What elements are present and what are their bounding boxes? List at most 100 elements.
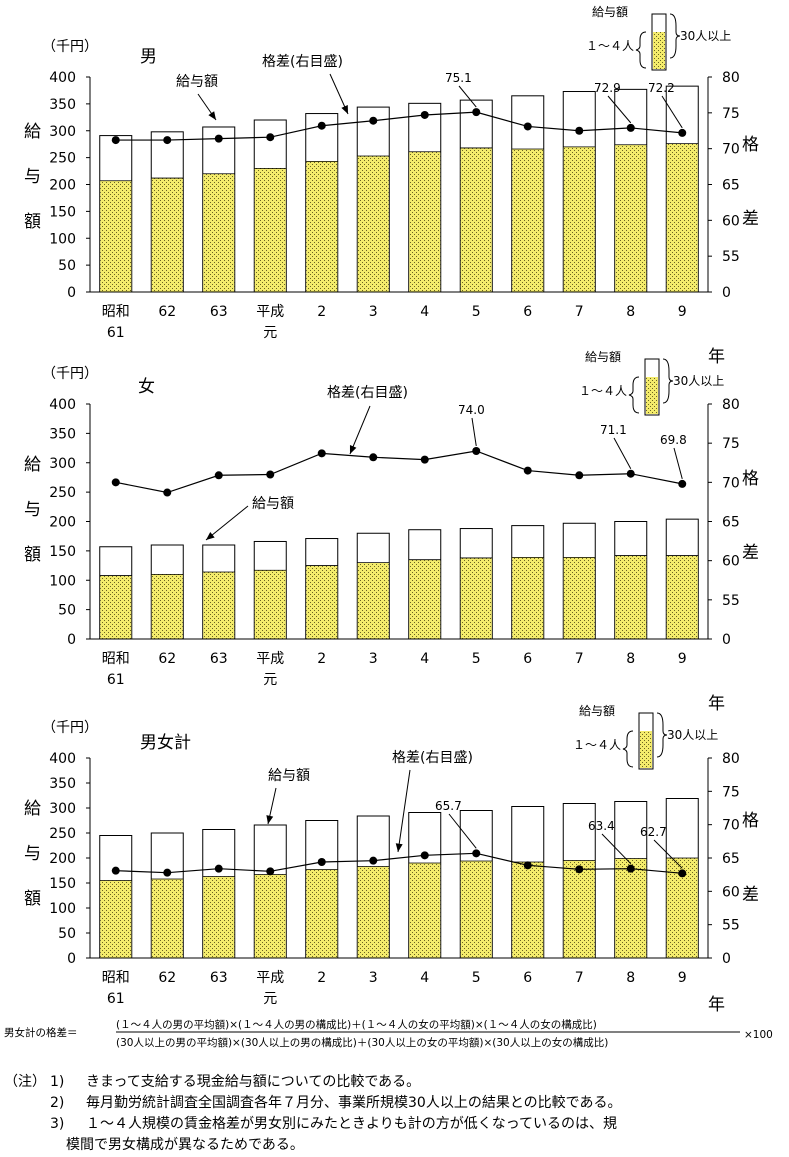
right-axis-label: 格	[742, 135, 759, 155]
category-label: 5	[472, 304, 481, 320]
category-label: 63	[210, 651, 228, 667]
category-label: 5	[472, 651, 481, 667]
chart-title: 男	[140, 47, 157, 67]
category-label: 4	[420, 970, 429, 986]
right-tick-label: 60	[722, 884, 740, 900]
gap-point	[523, 466, 532, 475]
bar-1to4	[615, 555, 647, 639]
chart-title: 男女計	[140, 733, 191, 753]
gap-point	[575, 126, 584, 135]
left-tick-label: 100	[49, 901, 76, 917]
category-label: 9	[678, 651, 687, 667]
bar-1to4	[100, 180, 132, 292]
category-label: 昭和	[102, 304, 130, 320]
left-tick-label: 400	[49, 397, 76, 413]
left-tick-label: 150	[49, 544, 76, 560]
category-label: 61	[107, 325, 125, 341]
gap-point	[214, 864, 223, 873]
gap-point	[266, 867, 275, 876]
left-tick-label: 350	[49, 97, 76, 113]
category-label: 8	[626, 651, 635, 667]
legend-large-firm: 30人以上	[667, 728, 718, 742]
notes-prefix: （注）	[4, 1074, 46, 1090]
data-label-leader	[673, 447, 683, 480]
data-label-leader	[458, 85, 477, 108]
left-axis-label: 給	[24, 455, 41, 475]
bar-1to4	[306, 161, 338, 292]
category-label: 元	[263, 991, 277, 1007]
unit-label: （千円）	[42, 366, 98, 382]
data-label: 72.2	[648, 81, 675, 95]
bar-1to4	[203, 572, 235, 639]
gap-point	[369, 453, 378, 462]
left-tick-label: 200	[49, 515, 76, 531]
category-label: 2	[317, 970, 326, 986]
left-tick-label: 50	[58, 258, 76, 274]
gap-point	[626, 123, 635, 132]
right-tick-label: 0	[722, 951, 731, 967]
left-axis-label: 額	[24, 545, 41, 565]
left-tick-label: 0	[67, 632, 76, 648]
bar-1to4	[100, 575, 132, 639]
right-tick-label: 55	[722, 918, 740, 934]
bar-1to4	[357, 156, 389, 292]
bar-1to4	[563, 146, 595, 292]
category-label: 2	[317, 304, 326, 320]
unit-label: （千円）	[42, 39, 98, 55]
left-axis-label: 額	[24, 889, 41, 909]
right-axis-label: 格	[742, 469, 759, 489]
left-tick-label: 250	[49, 151, 76, 167]
category-label: 61	[107, 672, 125, 688]
notes: （注） 1) きまって支給する現金給与額についての比較である。 2) 毎月勤労統…	[0, 1072, 789, 1156]
legend: 給与額 １～４人 30人以上	[573, 704, 718, 770]
right-tick-label: 65	[722, 851, 740, 867]
category-label: 元	[263, 325, 277, 341]
category-label: 4	[420, 304, 429, 320]
note-number: 2)	[50, 1095, 65, 1111]
bar-1to4	[512, 862, 544, 958]
data-label: 62.7	[640, 825, 667, 839]
bar-1to4	[306, 869, 338, 958]
gap-point	[626, 469, 635, 478]
bar-1to4	[357, 562, 389, 639]
left-axis-label: 与	[24, 844, 41, 864]
gap-point	[575, 865, 584, 874]
left-tick-label: 350	[49, 426, 76, 442]
data-label-leader	[661, 95, 683, 129]
pay-arrowhead	[206, 532, 215, 540]
gap-arrow	[397, 769, 411, 853]
gap-point	[369, 856, 378, 865]
right-tick-label: 65	[722, 178, 740, 194]
bar-1to4	[409, 863, 441, 958]
left-tick-label: 50	[58, 603, 76, 619]
category-label: 平成	[256, 651, 284, 667]
category-label: 6	[523, 304, 532, 320]
gap-point	[266, 470, 275, 479]
right-tick-label: 70	[722, 475, 740, 491]
category-label: 8	[626, 970, 635, 986]
data-label-leader	[448, 813, 477, 849]
legend: 給与額 １～４人 30人以上	[586, 5, 731, 71]
data-label-leader	[471, 417, 477, 447]
right-axis-label: 差	[742, 543, 759, 563]
gap-callout: 格差(右目盛)	[262, 54, 343, 70]
note-3-continued: 模間で男女構成が異なるためである。	[0, 1135, 789, 1156]
left-axis-label: 給	[24, 799, 41, 819]
note-number: 3)	[50, 1116, 65, 1132]
legend-bar-fill	[640, 731, 652, 768]
bar-1to4	[254, 874, 286, 958]
gap-point	[420, 110, 429, 119]
note-text: きまって支給する現金給与額についての比較である。	[86, 1074, 421, 1090]
left-tick-label: 350	[49, 776, 76, 792]
legend-brace-right	[656, 712, 668, 758]
bar-1to4	[512, 149, 544, 292]
legend: 給与額 １～４人 30人以上	[579, 350, 724, 416]
category-label: 4	[420, 651, 429, 667]
right-tick-label: 80	[722, 70, 740, 86]
unit-label: （千円）	[42, 720, 98, 736]
gap-point	[678, 869, 687, 878]
right-tick-label: 80	[722, 397, 740, 413]
data-label-leader	[653, 839, 683, 869]
